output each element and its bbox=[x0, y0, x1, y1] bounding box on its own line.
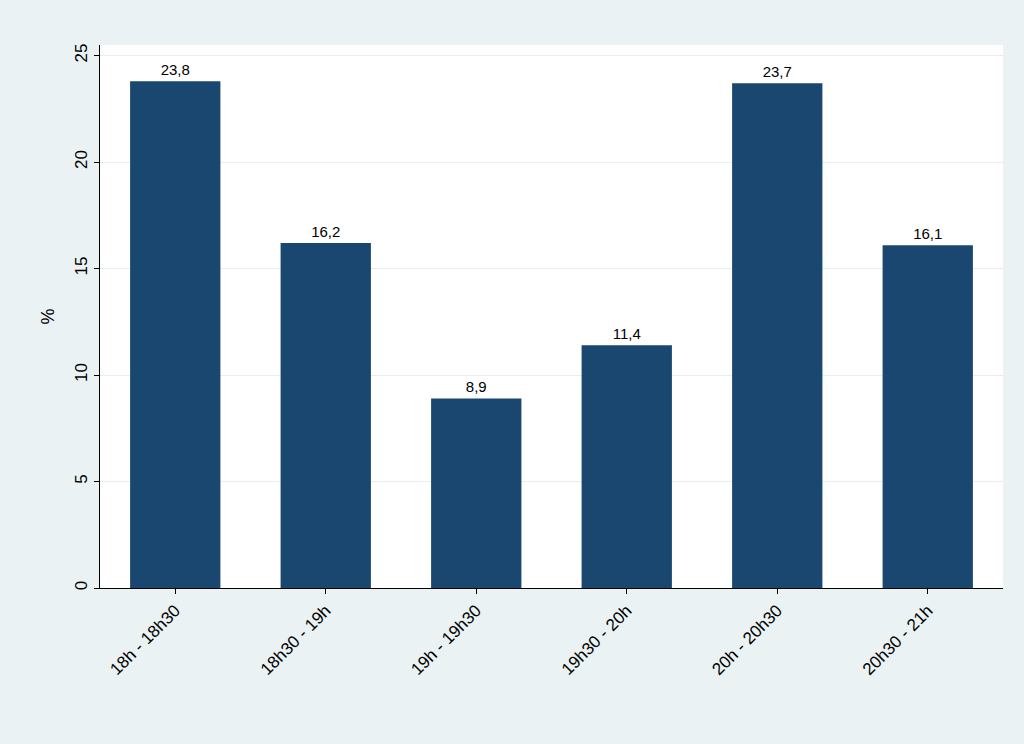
svg-text:20h - 20h30: 20h - 20h30 bbox=[708, 601, 786, 679]
svg-text:20h30 - 21h: 20h30 - 21h bbox=[859, 601, 937, 679]
svg-text:5: 5 bbox=[72, 474, 91, 483]
svg-text:8,9: 8,9 bbox=[466, 378, 487, 395]
svg-text:16,2: 16,2 bbox=[311, 223, 340, 240]
svg-text:16,1: 16,1 bbox=[913, 225, 942, 242]
svg-text:18h30 - 19h: 18h30 - 19h bbox=[257, 601, 335, 679]
svg-text:25: 25 bbox=[72, 44, 91, 63]
svg-text:19h30 - 20h: 19h30 - 20h bbox=[558, 601, 636, 679]
svg-text:18h - 18h30: 18h - 18h30 bbox=[106, 601, 184, 679]
svg-text:23,7: 23,7 bbox=[763, 63, 792, 80]
svg-text:%: % bbox=[38, 308, 58, 324]
svg-text:23,8: 23,8 bbox=[161, 61, 190, 78]
svg-text:15: 15 bbox=[72, 257, 91, 276]
svg-text:0: 0 bbox=[72, 581, 91, 590]
svg-text:11,4: 11,4 bbox=[613, 325, 641, 342]
svg-text:20: 20 bbox=[72, 150, 91, 169]
svg-text:19h - 19h30: 19h - 19h30 bbox=[407, 601, 485, 679]
svg-text:10: 10 bbox=[72, 363, 91, 382]
